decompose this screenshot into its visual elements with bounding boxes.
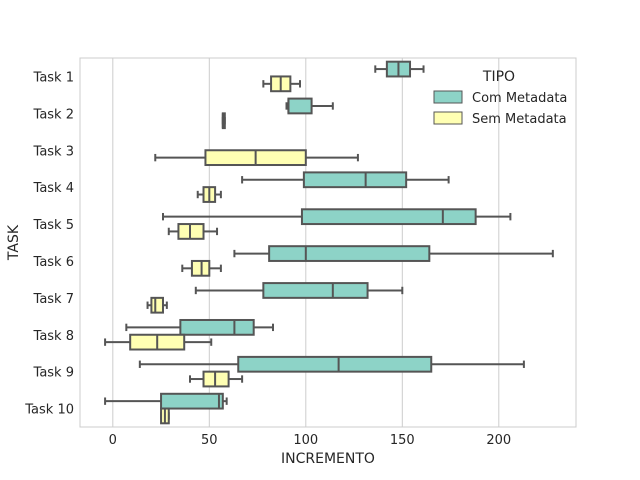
box-sem-metadata-8 [104, 333, 213, 351]
box-iqr [268, 245, 431, 262]
x-tick-label: 100 [293, 433, 318, 448]
box-sem-metadata-3 [154, 149, 359, 167]
y-tick-labels: Task 1 Task 2 Task 3 Task 4 Task 5 Task 6 Task… [24, 70, 74, 417]
x-tick-labels: 0 50 100 150 200 [109, 433, 512, 448]
box-iqr [262, 282, 369, 299]
y-tick-label: Task 6 [33, 255, 74, 270]
legend-entry: Com Metadata [472, 91, 567, 106]
box-iqr [237, 355, 433, 373]
legend-swatch [433, 111, 463, 125]
legend-title: TIPO [482, 69, 515, 85]
box-sem-metadata-7 [146, 296, 168, 314]
box-com-metadata-10 [104, 392, 228, 410]
legend-entry: Sem Metadata [472, 112, 567, 127]
box-series [104, 60, 554, 425]
x-axis-label: INCREMENTO [281, 451, 375, 467]
y-tick-label: Task 4 [33, 181, 74, 196]
box-iqr [302, 171, 408, 189]
x-tick-label: 50 [201, 433, 218, 448]
y-tick-label: Task 9 [33, 366, 74, 381]
box-com-metadata-5 [161, 208, 512, 226]
legend: TIPO Com Metadata Sem Metadata [433, 69, 567, 127]
y-tick-label: Task 7 [33, 292, 74, 307]
x-tick-label: 150 [390, 433, 415, 448]
box-sem-metadata-9 [189, 370, 244, 388]
box-sem-metadata-6 [181, 259, 222, 277]
x-tick-label: 200 [486, 433, 511, 448]
y-tick-label: Task 10 [24, 403, 74, 418]
box-iqr [150, 296, 164, 314]
box-iqr [300, 208, 477, 226]
legend-swatch [433, 90, 463, 104]
y-tick-label: Task 8 [33, 329, 74, 344]
y-tick-label: Task 1 [33, 70, 74, 85]
box-sem-metadata-5 [167, 223, 219, 240]
box-com-metadata-1 [374, 60, 425, 78]
box-com-metadata-9 [138, 355, 525, 373]
y-tick-label: Task 2 [33, 107, 74, 122]
box-sem-metadata-4 [196, 186, 222, 203]
y-axis-label: TASK [6, 224, 22, 261]
box-iqr [287, 97, 313, 115]
box-com-metadata-7 [194, 282, 404, 299]
box-com-metadata-4 [241, 171, 450, 189]
box-sem-metadata-10 [160, 407, 170, 425]
box-iqr [179, 318, 255, 336]
box-com-metadata-6 [233, 245, 554, 262]
box-com-metadata-8 [125, 318, 274, 336]
box-sem-metadata-1 [262, 75, 302, 93]
x-tick-label: 0 [109, 433, 117, 448]
box-iqr [160, 392, 224, 410]
plot-frame [79, 57, 577, 428]
y-tick-label: Task 3 [33, 144, 74, 159]
box-com-metadata-2 [285, 97, 334, 115]
box-sem-metadata-2 [221, 112, 226, 130]
y-tick-label: Task 5 [33, 218, 74, 233]
